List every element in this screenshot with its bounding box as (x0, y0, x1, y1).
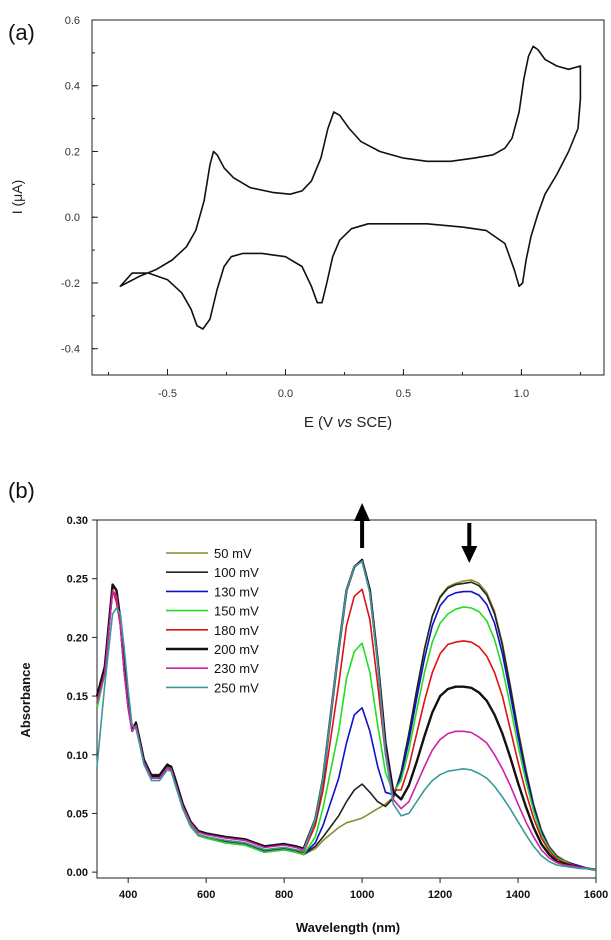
y-tick-label: -0.4 (61, 344, 80, 356)
y-tick-label: 0.10 (67, 750, 88, 762)
panel-a-y-axis: -0.4 -0.2 0.0 0.2 0.4 0.6 (61, 15, 98, 356)
panel-b-spectra-plot: (b) 0.00 0.05 0.10 0.15 0.20 0.25 0.30 400 600 8… (8, 478, 608, 935)
x-tick-label: 600 (197, 889, 215, 901)
panel-b-series (95, 558, 597, 871)
legend-label: 150 mV (214, 604, 259, 619)
panel-b-y-label: Absorbance (18, 662, 33, 737)
panel-b-legend: 50 mV 100 mV 130 mV 150 mV 180 mV 200 mV 230 m… (166, 546, 259, 695)
x-tick-label: 1200 (428, 889, 452, 901)
panel-a-label: (a) (8, 20, 35, 45)
y-tick-label: 0.15 (67, 691, 88, 703)
legend-label: 50 mV (214, 546, 252, 561)
x-tick-label: 1000 (350, 889, 374, 901)
panel-b-y-axis: 0.00 0.05 0.10 0.15 0.20 0.25 0.30 (67, 515, 97, 879)
y-tick-label: 0.2 (65, 146, 80, 158)
x-tick-label: 0.0 (278, 388, 293, 400)
increase-arrow-head (354, 503, 371, 521)
y-tick-label: 0.6 (65, 15, 80, 27)
x-tick-label: 400 (119, 889, 137, 901)
x-tick-label: 0.5 (396, 388, 411, 400)
panel-a-y-label: I (μA) (9, 180, 25, 215)
x-tick-label: 800 (275, 889, 293, 901)
x-tick-label: -0.5 (158, 388, 177, 400)
legend-label: 180 mV (214, 623, 259, 638)
panel-a-x-axis: -0.5 0.0 0.5 1.0 (108, 369, 581, 400)
y-tick-label: 0.30 (67, 515, 88, 527)
panel-b-x-axis: 400 600 800 1000 1200 1400 1600 (119, 878, 608, 901)
decrease-arrow-head (461, 546, 478, 563)
y-tick-label: 0.05 (67, 808, 88, 820)
panel-a-x-label: E (V vs SCE) (304, 414, 392, 431)
legend-label: 250 mV (214, 680, 259, 695)
y-tick-label: 0.25 (67, 574, 88, 586)
x-tick-label: 1.0 (514, 388, 529, 400)
legend-label: 200 mV (214, 642, 259, 657)
legend-label: 130 mV (214, 584, 259, 599)
panel-b-label: (b) (8, 478, 35, 503)
legend-label: 230 mV (214, 661, 259, 676)
y-tick-label: 0.0 (65, 212, 80, 224)
y-tick-label: -0.2 (61, 278, 80, 290)
panel-b-frame (96, 519, 597, 879)
legend-label: 100 mV (214, 565, 259, 580)
y-tick-label: 0.4 (65, 81, 80, 93)
panel-a-series (119, 45, 582, 330)
panel-b-x-label: Wavelength (nm) (296, 920, 400, 935)
cv-trace (119, 45, 582, 330)
y-tick-label: 0.00 (67, 867, 88, 879)
x-tick-label: 1400 (506, 889, 530, 901)
x-tick-label: 1600 (584, 889, 608, 901)
y-tick-label: 0.20 (67, 632, 88, 644)
panel-b-arrows (354, 503, 478, 563)
panel-a-cv-plot: (a) -0.4 -0.2 0.0 0.2 0.4 0.6 -0.5 0.0 0.5 1.0 I… (8, 15, 605, 431)
panel-a-frame (91, 19, 605, 376)
spectrum-250-mv (96, 560, 597, 871)
